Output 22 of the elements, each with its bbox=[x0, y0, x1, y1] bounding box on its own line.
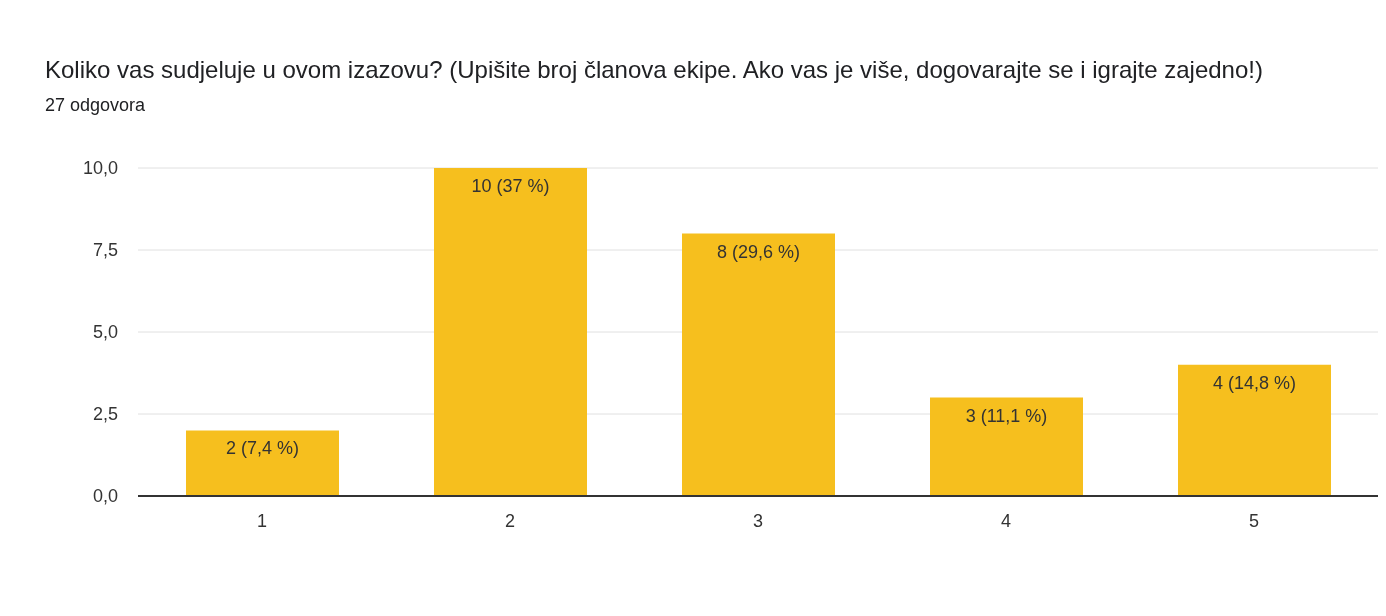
y-tick-label: 10,0 bbox=[82, 158, 118, 179]
x-tick-label: 4 bbox=[1000, 510, 1012, 531]
y-tick-label: 2,5 bbox=[92, 404, 118, 425]
data-label: 10 (37 %) bbox=[471, 176, 550, 196]
chart-subtitle: 27 odgovora bbox=[44, 95, 147, 116]
x-tick-label: 2 bbox=[504, 510, 516, 531]
x-tick-label: 5 bbox=[1248, 510, 1260, 531]
x-tick-label: 3 bbox=[752, 510, 764, 531]
bar bbox=[186, 430, 339, 496]
data-label: 3 (11,1 %) bbox=[965, 405, 1048, 426]
chart-title: Koliko vas sudjeluje u ovom izazovu? (Upišite broj članova ekipe. Ako vas je više, dogovarajte se i igrajte zajedno!) bbox=[44, 55, 1264, 85]
y-tick-label: 0,0 bbox=[92, 486, 118, 507]
bar bbox=[930, 397, 1083, 496]
data-label: 8 (29,6 %) bbox=[716, 241, 801, 262]
bar bbox=[434, 168, 587, 496]
x-tick-label: 1 bbox=[256, 510, 268, 531]
bar bbox=[682, 233, 835, 496]
y-tick-label: 5,0 bbox=[92, 322, 118, 343]
bar bbox=[1178, 364, 1331, 496]
data-label: 4 (14,8 %) bbox=[1212, 372, 1297, 393]
y-tick-label: 7,5 bbox=[92, 240, 118, 261]
data-label: 2 (7,4 %) bbox=[225, 438, 300, 459]
